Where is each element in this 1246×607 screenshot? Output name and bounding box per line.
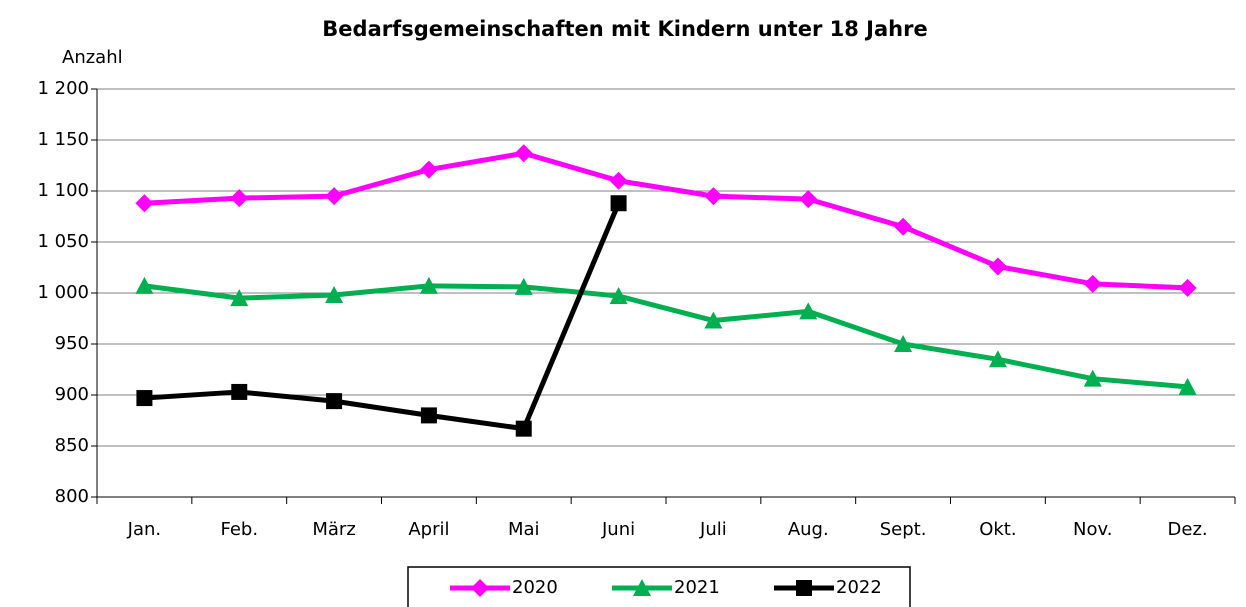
series-line bbox=[144, 283, 1188, 390]
data-point bbox=[419, 276, 438, 294]
series-line bbox=[144, 202, 621, 432]
chart-title: Bedarfsgemeinschaften mit Kindern unter … bbox=[322, 17, 927, 41]
x-tick-label: Feb. bbox=[220, 519, 258, 540]
data-point bbox=[136, 390, 153, 407]
data-point bbox=[704, 311, 723, 329]
y-tick-label: 1 050 bbox=[37, 231, 89, 252]
x-tick-label: Juli bbox=[699, 519, 727, 540]
data-point bbox=[1178, 377, 1197, 395]
x-tick-label: Sept. bbox=[880, 519, 927, 540]
data-point bbox=[1083, 274, 1102, 293]
data-point bbox=[799, 190, 818, 209]
data-point bbox=[135, 194, 154, 213]
x-tick-label: Juni bbox=[601, 519, 635, 540]
x-tick-label: März bbox=[312, 519, 355, 540]
data-point bbox=[325, 187, 344, 206]
x-tick-label: Aug. bbox=[788, 519, 829, 540]
y-tick-label: 1 000 bbox=[37, 282, 89, 303]
x-tick-label: Nov. bbox=[1073, 519, 1112, 540]
data-point bbox=[514, 277, 533, 295]
y-tick-label: 900 bbox=[55, 384, 89, 405]
data-point bbox=[230, 289, 249, 307]
data-point bbox=[325, 286, 344, 304]
data-point bbox=[988, 350, 1007, 368]
data-point bbox=[799, 302, 818, 320]
data-point bbox=[514, 144, 533, 163]
x-tick-label: Jan. bbox=[127, 519, 161, 540]
x-tick-label: Dez. bbox=[1168, 519, 1208, 540]
data-point bbox=[420, 407, 437, 424]
legend-marker bbox=[633, 579, 651, 596]
y-tick-label: 850 bbox=[55, 435, 89, 456]
data-point bbox=[894, 335, 913, 352]
data-point bbox=[988, 257, 1007, 276]
legend-label: 2022 bbox=[836, 577, 882, 598]
data-point bbox=[1083, 369, 1102, 387]
legend-label: 2021 bbox=[674, 577, 720, 598]
data-point bbox=[419, 160, 438, 179]
x-tick-label: April bbox=[408, 519, 449, 540]
x-tick-label: Okt. bbox=[979, 519, 1016, 540]
x-tick-label: Mai bbox=[508, 519, 540, 540]
y-tick-label: 1 200 bbox=[37, 78, 89, 99]
y-tick-label: 950 bbox=[55, 333, 89, 354]
data-point bbox=[609, 287, 628, 305]
legend-label: 2020 bbox=[512, 577, 558, 598]
y-tick-label: 1 150 bbox=[37, 129, 89, 150]
data-point bbox=[326, 393, 343, 410]
data-point bbox=[704, 187, 723, 206]
data-point bbox=[515, 420, 532, 437]
data-point bbox=[1178, 278, 1197, 297]
legend-marker bbox=[471, 579, 489, 597]
y-axis-label: Anzahl bbox=[62, 47, 123, 68]
data-point bbox=[230, 189, 249, 208]
y-tick-label: 800 bbox=[55, 486, 89, 507]
data-point bbox=[135, 276, 154, 294]
legend-marker bbox=[796, 580, 812, 596]
data-point bbox=[610, 195, 627, 212]
data-point bbox=[609, 171, 628, 190]
y-tick-label: 1 100 bbox=[37, 180, 89, 201]
data-point bbox=[894, 217, 913, 236]
series-line bbox=[144, 150, 1188, 291]
data-point bbox=[231, 383, 248, 400]
